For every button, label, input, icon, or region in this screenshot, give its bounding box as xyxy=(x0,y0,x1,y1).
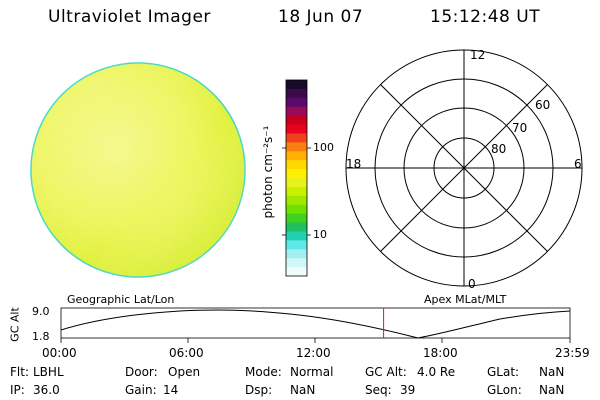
colorbar-tick-10: 10 xyxy=(313,228,327,241)
polar-label-6: 6 xyxy=(574,157,582,171)
timeline-left-title: Geographic Lat/Lon xyxy=(67,293,175,306)
info-glon-label: GLon: xyxy=(487,383,522,397)
info-seq-label: Seq: xyxy=(365,383,392,397)
polar-label-18: 18 xyxy=(346,157,362,171)
info-gain-label: Gain: xyxy=(125,383,157,397)
colorbar-band xyxy=(286,160,307,170)
info-seq: 39 xyxy=(400,383,416,397)
info-flt-label: Flt: xyxy=(10,365,29,379)
polar-label-12: 12 xyxy=(470,48,486,62)
info-flt: LBHL xyxy=(33,365,64,379)
colorbar-band xyxy=(286,249,307,259)
timeline-right-title: Apex MLat/MLT xyxy=(424,293,507,306)
info-door: Open xyxy=(168,365,201,379)
timeline-ytick-1.8: 1.8 xyxy=(32,330,50,343)
info-gcalt-label: GC Alt: xyxy=(365,365,407,379)
polar-lat-70: 70 xyxy=(512,121,528,135)
date-label: 18 Jun 07 xyxy=(278,7,364,27)
colorbar-band xyxy=(286,151,307,161)
colorbar-band xyxy=(286,169,307,179)
info-gcalt: 4.0 Re xyxy=(417,365,456,379)
info-gain: 14 xyxy=(163,383,179,397)
colorbar-band xyxy=(286,97,307,108)
polar-label-0: 0 xyxy=(468,277,476,291)
timeline-ytick-9: 9.0 xyxy=(32,305,50,318)
polar-lat-60: 60 xyxy=(535,98,551,112)
colorbar-band xyxy=(286,240,307,250)
colorbar-band xyxy=(286,195,307,206)
info-mode: Normal xyxy=(290,365,334,379)
timeline-xtick-2359: 23:59 xyxy=(555,346,590,360)
timeline-xtick-0000: 00:00 xyxy=(42,346,77,360)
colorbar-band xyxy=(286,80,307,90)
timeline-xtick-0600: 06:00 xyxy=(169,346,204,360)
time-label: 15:12:48 UT xyxy=(430,7,541,27)
timeline-xtick-1800: 18:00 xyxy=(423,346,458,360)
info-dsp: NaN xyxy=(290,383,316,397)
colorbar-band xyxy=(286,213,307,224)
info-glat: NaN xyxy=(539,365,565,379)
colorbar-band xyxy=(286,258,307,268)
colorbar-band xyxy=(286,178,307,188)
colorbar-band xyxy=(286,231,307,241)
instrument-title: Ultraviolet Imager xyxy=(48,7,211,27)
info-ip-label: IP: xyxy=(10,383,25,397)
altitude-curve xyxy=(60,309,571,339)
info-mode-label: Mode: xyxy=(245,365,282,379)
info-dsp-label: Dsp: xyxy=(245,383,273,397)
colorbar-band xyxy=(286,267,307,277)
info-glat-label: GLat: xyxy=(487,365,520,379)
colorbar-band xyxy=(286,204,307,215)
info-door-label: Door: xyxy=(125,365,158,379)
colorbar-band xyxy=(286,222,307,232)
info-ip: 36.0 xyxy=(33,383,60,397)
polar-lat-80: 80 xyxy=(491,142,507,156)
colorbar-band xyxy=(286,115,307,126)
colorbar-band xyxy=(286,186,307,197)
colorbar-band xyxy=(286,124,307,134)
colorbar-band xyxy=(286,133,307,143)
colorbar-tick-100: 100 xyxy=(313,141,334,154)
colorbar-band xyxy=(286,142,307,152)
colorbar-band xyxy=(286,88,307,99)
timeline-xtick-1200: 12:00 xyxy=(296,346,331,360)
info-glon: NaN xyxy=(539,383,565,397)
colorbar-band xyxy=(286,106,307,117)
